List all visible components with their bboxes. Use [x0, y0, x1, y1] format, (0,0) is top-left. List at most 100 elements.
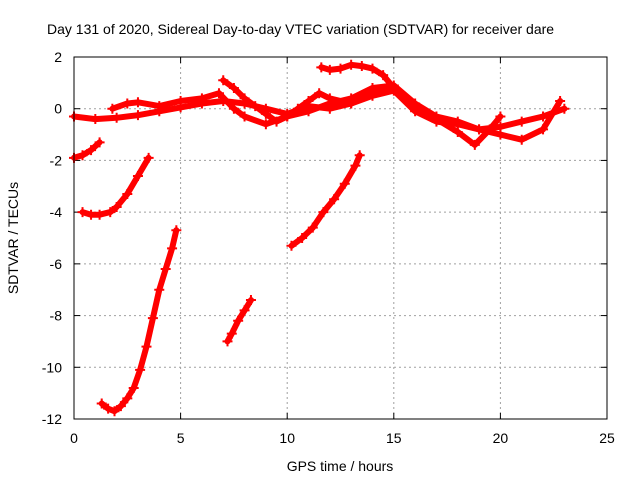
- data-point: [350, 160, 361, 171]
- data-point: [303, 95, 314, 106]
- data-point: [132, 170, 143, 181]
- series-arc-7: [98, 227, 180, 415]
- data-point: [339, 178, 350, 189]
- data-point: [122, 98, 133, 109]
- y-tick-label: -2: [50, 152, 63, 168]
- data-point: [271, 116, 282, 127]
- data-point: [410, 101, 421, 112]
- data-point: [399, 93, 410, 104]
- data-point: [233, 315, 244, 326]
- data-point: [239, 111, 250, 122]
- y-tick-label: -10: [42, 359, 62, 375]
- data-point: [314, 88, 325, 99]
- x-tick-label: 15: [386, 430, 402, 446]
- data-point: [367, 88, 378, 99]
- data-point: [260, 119, 271, 130]
- data-point: [555, 95, 566, 106]
- data-point: [196, 93, 207, 104]
- data-point: [135, 364, 146, 375]
- data-point: [346, 98, 357, 109]
- series-arc-2: [109, 82, 564, 143]
- data-point: [175, 95, 186, 106]
- data-point: [346, 59, 357, 70]
- data-point: [86, 145, 97, 156]
- data-point: [147, 313, 158, 324]
- x-tick-label: 25: [599, 430, 615, 446]
- data-point: [452, 126, 463, 137]
- y-tick-label: -8: [50, 308, 63, 324]
- data-point: [245, 295, 256, 306]
- data-point: [141, 341, 152, 352]
- data-point: [495, 111, 506, 122]
- data-point: [559, 103, 570, 114]
- data-point: [297, 233, 308, 243]
- x-tick-label: 5: [177, 430, 185, 446]
- data-point: [335, 63, 346, 74]
- data-point: [154, 284, 165, 295]
- data-point: [316, 62, 327, 73]
- series-arc-9: [288, 152, 363, 249]
- y-tick-label: -6: [50, 256, 63, 272]
- data-point: [143, 152, 154, 163]
- data-point: [96, 398, 107, 409]
- y-tick-label: -12: [42, 411, 62, 427]
- data-point: [171, 225, 182, 236]
- data-point: [111, 112, 122, 123]
- series-arc-5: [71, 139, 103, 161]
- plot-frame: [73, 56, 608, 420]
- data-point: [239, 305, 250, 316]
- data-point: [282, 111, 293, 122]
- data-point: [516, 134, 527, 145]
- data-point: [388, 83, 399, 94]
- y-tick-label: 2: [54, 49, 62, 65]
- data-point: [115, 401, 126, 412]
- data-point: [94, 209, 105, 220]
- data-point: [111, 201, 122, 212]
- data-point: [324, 64, 335, 75]
- y-tick-labels: -12 -10 -8 -6 -4 -2 0 2: [42, 49, 62, 427]
- data-point: [132, 110, 143, 121]
- series-arc-3: [220, 77, 504, 148]
- data-point: [356, 61, 367, 72]
- data-point: [94, 137, 105, 148]
- data-point: [77, 207, 88, 218]
- data-point: [318, 207, 329, 218]
- data-point: [469, 139, 480, 150]
- data-point: [354, 150, 365, 161]
- data-point: [128, 382, 139, 393]
- data-point: [228, 103, 239, 114]
- data-point: [226, 328, 237, 339]
- y-tick-label: 0: [54, 101, 62, 117]
- data-point: [228, 83, 239, 94]
- data-point: [239, 93, 250, 104]
- data-point: [218, 75, 229, 86]
- chart-title: Day 131 of 2020, Sidereal Day-to-day VTE…: [47, 21, 554, 37]
- data-point: [495, 129, 506, 140]
- data-point: [213, 88, 224, 99]
- y-axis-label: SDTVAR / TECUs: [5, 182, 21, 294]
- data-point: [90, 114, 101, 125]
- data-point: [307, 222, 318, 233]
- data-point: [103, 403, 114, 414]
- data-point: [160, 264, 171, 275]
- data-point: [324, 93, 335, 104]
- data-point: [167, 243, 178, 254]
- data-point: [431, 114, 442, 125]
- data-point: [329, 194, 340, 205]
- data-point: [122, 189, 133, 200]
- data-point: [292, 103, 303, 114]
- data-point: [516, 116, 527, 127]
- data-point: [109, 406, 120, 417]
- data-point: [154, 101, 165, 112]
- series-arc-4: [318, 61, 419, 110]
- data-point: [452, 116, 463, 127]
- data-point: [286, 240, 297, 251]
- data-point: [222, 336, 233, 347]
- data-point: [122, 393, 133, 404]
- data-point: [538, 124, 549, 135]
- data-point: [250, 101, 261, 112]
- x-axis-label: GPS time / hours: [287, 458, 394, 474]
- y-tick-label: -4: [50, 204, 63, 220]
- data-point: [378, 70, 389, 81]
